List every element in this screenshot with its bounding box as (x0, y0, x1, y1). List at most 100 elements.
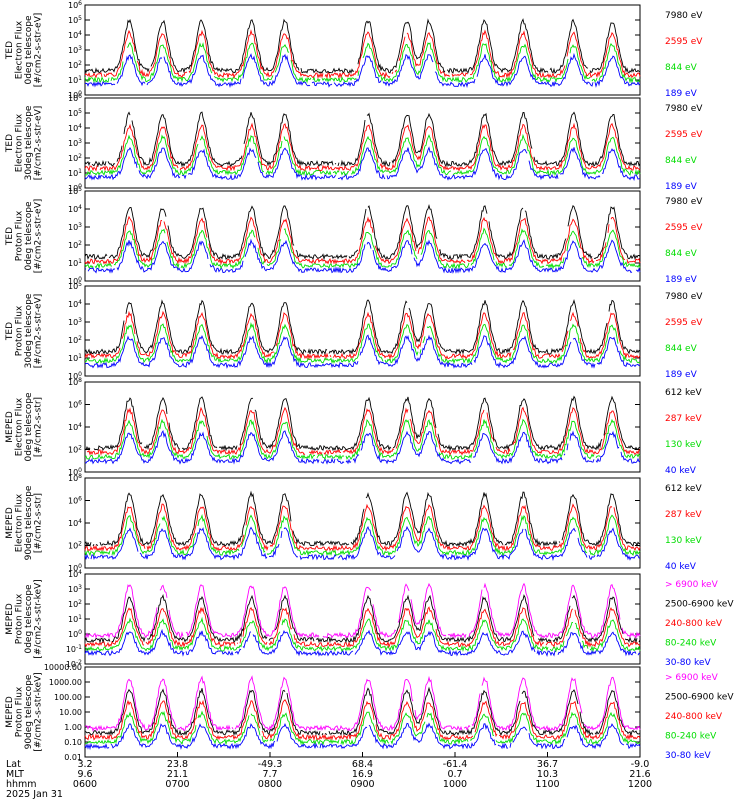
y-tick-label: 104 (68, 422, 82, 432)
y-axis-label: Proton Flux (15, 210, 25, 261)
x-tick-lat: 68.4 (352, 759, 373, 770)
x-tick-lat: -61.4 (443, 759, 468, 770)
x-tick-hhmm: 1000 (443, 779, 467, 790)
y-axis-label: 0deg telescope (24, 201, 34, 271)
y-tick-label: 100 (68, 467, 82, 477)
y-axis-label: 30deg telescope (24, 105, 34, 180)
x-tick-lat: 36.7 (537, 759, 558, 770)
y-tick-label: 100.00 (54, 693, 82, 702)
y-tick-label: 103 (68, 222, 82, 232)
series-trace (84, 310, 641, 361)
series-trace (84, 122, 641, 172)
y-tick-label: 108 (68, 377, 82, 387)
legend-entry: 189 eV (665, 275, 698, 285)
y-tick-label: 1.00 (64, 723, 82, 732)
x-tick-hhmm: 1100 (535, 779, 559, 790)
legend-entry: 80-240 keV (665, 639, 717, 649)
y-axis-label: MEPED (5, 696, 15, 728)
series-trace (84, 503, 641, 552)
y-tick-label: 10-1 (66, 644, 82, 654)
y-tick-label: 103 (68, 138, 82, 148)
series-trace (84, 227, 641, 270)
legend-entry: 2595 eV (665, 37, 703, 47)
y-axis-label: [#/cm2-s-str] (34, 397, 44, 457)
y-tick-label: 101 (68, 353, 82, 363)
y-tick-label: 104 (68, 299, 82, 309)
x-tick-lat: 3.2 (77, 759, 92, 770)
series-trace (84, 52, 641, 89)
series-trace (84, 594, 641, 644)
y-axis-label: TED (5, 41, 15, 60)
y-tick-label: 106 (68, 400, 82, 410)
y-axis-label: MEPED (5, 507, 15, 539)
panel-frame (84, 190, 641, 282)
y-tick-label: 104 (68, 204, 82, 214)
y-axis-label: Electron Flux (15, 397, 25, 456)
series-trace (84, 29, 641, 80)
legend-entry: 2500-6900 keV (665, 600, 734, 610)
y-axis-label: 0deg telescope (24, 15, 34, 85)
y-tick-label: 101 (68, 168, 82, 178)
y-tick-label: 0.01 (64, 753, 82, 762)
y-axis-label: [#/cm2-s-str-keV] (34, 579, 44, 658)
y-tick-label: 10-2 (66, 659, 82, 669)
y-tick-label: 1000.00 (49, 678, 82, 687)
y-tick-label: 10000.00 (44, 663, 82, 672)
legend-entry: 287 keV (665, 414, 702, 424)
y-tick-label: 103 (68, 584, 82, 594)
series-trace (84, 238, 641, 274)
y-tick-label: 104 (68, 569, 82, 579)
x-tick-hhmm: 0700 (165, 779, 189, 790)
y-axis-label: MEPED (5, 411, 15, 443)
panel-6: 108 106 104 102 100 MEPED Electron Flux 90deg t… (5, 473, 702, 573)
y-axis-label: [#/cm2-s-str] (34, 493, 44, 553)
panel-8: 10000.00 1000.00 100.00 10.00 1.00 0.10 0.01 ME… (5, 663, 734, 762)
y-tick-label: 100 (68, 276, 82, 286)
y-axis-label: TED (5, 322, 15, 341)
y-axis-label: TED (5, 134, 15, 153)
x-tick-mlt: 10.3 (537, 769, 558, 780)
x-row-label-hhmm: hhmm (6, 779, 37, 790)
legend-entry: 2595 eV (665, 130, 703, 140)
y-axis-label: [#/cm2-s-str-keV] (34, 672, 44, 751)
y-axis-label: 90deg telescope (24, 485, 34, 560)
legend-entry: 612 keV (665, 388, 702, 398)
y-axis-label: 90deg telescope (24, 674, 34, 749)
x-tick-mlt: 21.6 (629, 769, 650, 780)
legend-entry: 287 keV (665, 510, 702, 520)
legend-entry: 844 eV (665, 344, 698, 354)
series-trace (84, 146, 641, 182)
y-tick-label: 0.10 (64, 738, 82, 747)
series-trace (84, 133, 641, 177)
x-tick-lat: -9.0 (631, 759, 650, 770)
series-trace (84, 616, 641, 653)
legend-entry: 240-800 keV (665, 712, 723, 722)
x-tick-mlt: 9.6 (77, 769, 92, 780)
y-tick-label: 106 (68, 0, 82, 10)
panel-2: 106 105 104 103 102 101 100 TED Electron Flux 30d… (5, 93, 703, 193)
x-tick-hhmm: 1200 (628, 779, 652, 790)
y-tick-label: 100 (68, 90, 82, 100)
y-tick-label: 105 (68, 108, 82, 118)
series-trace (84, 299, 641, 356)
series-trace (84, 710, 641, 746)
y-tick-label: 10.00 (59, 708, 82, 717)
y-tick-label: 105 (68, 15, 82, 25)
y-tick-label: 100 (68, 371, 82, 381)
y-tick-label: 105 (68, 281, 82, 291)
legend-entry: 30-80 keV (665, 658, 711, 668)
panel-1: 106 105 104 103 102 101 100 TED Electron Flux 0de… (5, 0, 703, 100)
y-tick-label: 102 (68, 599, 82, 609)
legend-entry: 7980 eV (665, 197, 703, 207)
legend-entry: 2595 eV (665, 223, 703, 233)
x-row-label-mlt: MLT (6, 769, 24, 780)
legend-entry: 40 keV (665, 562, 697, 572)
y-tick-label: 102 (68, 541, 82, 551)
legend-entry: 7980 eV (665, 11, 703, 21)
y-axis-label: Proton Flux (15, 305, 25, 356)
x-tick-lat: -49.3 (258, 759, 283, 770)
y-tick-label: 104 (68, 518, 82, 528)
panel-3: 105 104 103 102 101 100 TED Proton Flux 0deg tel… (5, 186, 703, 286)
x-tick-mlt: 16.9 (352, 769, 373, 780)
